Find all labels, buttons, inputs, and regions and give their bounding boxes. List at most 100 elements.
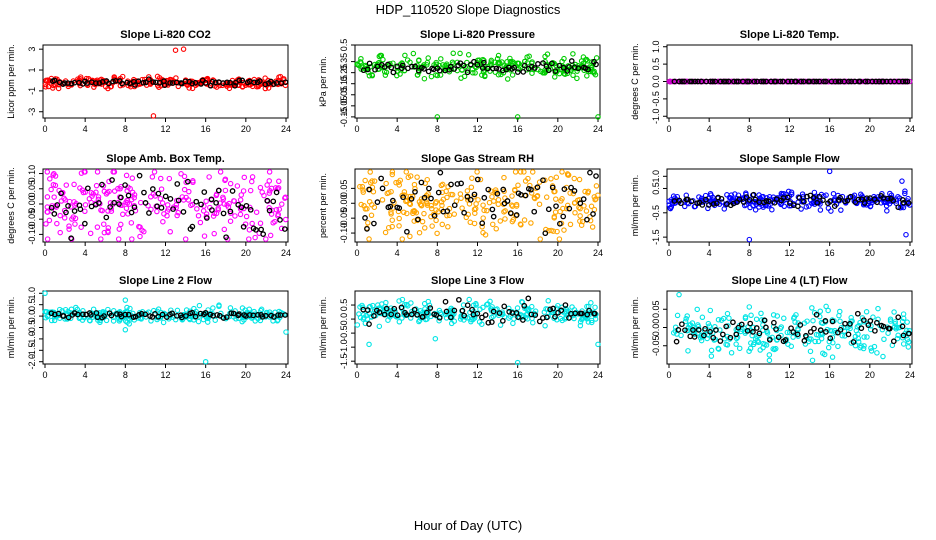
data-point-black (895, 204, 902, 211)
data-point (674, 312, 681, 319)
data-point (497, 322, 504, 328)
data-point (356, 311, 362, 317)
data-point (708, 192, 714, 198)
data-point (518, 222, 524, 228)
data-point-black (227, 79, 233, 86)
data-point-black (858, 325, 865, 332)
data-point (360, 187, 366, 193)
data-point (117, 316, 123, 323)
data-point (266, 178, 273, 184)
data-point-black (679, 78, 685, 85)
data-point (457, 191, 464, 197)
data-point-black (212, 79, 219, 86)
data-point (389, 169, 396, 175)
data-point (893, 198, 900, 204)
data-point (574, 75, 580, 82)
data-point-black (777, 78, 784, 85)
data-point (666, 79, 672, 84)
data-point (859, 79, 865, 84)
data-point (61, 195, 67, 202)
data-point (275, 185, 282, 191)
data-point-black (810, 194, 817, 201)
data-point (442, 311, 449, 318)
panel-1: Slope Li-820 CO2 Licor ppm per min. 0 4 8 12 1… (6, 29, 291, 134)
data-point (216, 302, 222, 308)
data-point-black (760, 78, 767, 85)
y-tick-label: -1.0 (339, 339, 349, 355)
data-point (769, 206, 775, 213)
data-point-black (109, 177, 115, 183)
y-tick-label: 0.5 (651, 182, 661, 195)
data-point (174, 212, 180, 219)
data-point (183, 194, 189, 201)
data-point-black (223, 234, 229, 241)
data-point-black (874, 319, 880, 326)
series-black (49, 76, 289, 89)
data-point (472, 70, 478, 76)
y-tick-label: -0.5 (339, 325, 349, 341)
data-point-black (138, 310, 145, 317)
data-point (257, 220, 264, 227)
data-point-black (905, 200, 912, 206)
data-point (724, 310, 731, 317)
data-point (554, 228, 560, 235)
data-point (825, 344, 832, 351)
data-point-black (513, 212, 520, 218)
data-point-black (379, 185, 386, 192)
data-point (760, 193, 766, 200)
data-point (410, 50, 417, 57)
data-point (357, 183, 363, 190)
data-point-black (823, 329, 829, 335)
data-point-black (587, 169, 593, 176)
y-tick-label: -0.5 (27, 320, 37, 336)
data-point (51, 194, 57, 200)
data-point (588, 317, 595, 324)
data-point (129, 236, 135, 242)
data-point-black (474, 61, 481, 68)
data-point-black (785, 78, 792, 85)
data-point (78, 224, 84, 230)
data-point (791, 314, 798, 320)
data-point (408, 300, 414, 306)
data-point (563, 205, 570, 212)
x-tick-label: 24 (593, 124, 603, 134)
data-point-black (471, 191, 478, 198)
data-point (73, 304, 79, 311)
panel-8: Slope Line 3 Flow ml/min per min. 0 4 8 12 16 2… (318, 275, 603, 380)
data-point-black (568, 58, 575, 64)
data-point-black (189, 309, 195, 316)
data-point (515, 182, 521, 189)
data-point (461, 73, 468, 80)
data-point (189, 201, 196, 208)
data-point (86, 317, 93, 324)
data-point (870, 314, 876, 320)
data-point-black (867, 318, 874, 324)
data-point-black (224, 79, 230, 86)
data-point-black (895, 314, 902, 321)
data-point-black (675, 327, 682, 333)
data-point (526, 53, 532, 59)
data-point-black (750, 329, 756, 335)
data-point (788, 343, 795, 350)
data-point-black (197, 310, 204, 317)
data-point (572, 199, 578, 206)
data-point-black (520, 69, 527, 75)
data-point (103, 191, 110, 197)
data-point (175, 209, 181, 216)
data-point (404, 303, 411, 309)
data-point-black (752, 196, 759, 203)
data-point (418, 202, 425, 209)
data-point (389, 223, 395, 230)
data-point (894, 324, 900, 331)
data-point (521, 217, 528, 223)
data-point-black (542, 230, 549, 237)
data-point (82, 169, 88, 175)
data-point-black (837, 194, 843, 201)
data-point-black (273, 189, 280, 196)
data-point (589, 224, 596, 230)
data-point (726, 315, 732, 321)
data-point (237, 211, 244, 218)
data-point-black (860, 317, 867, 324)
data-point-black (823, 78, 829, 85)
data-point (528, 190, 535, 196)
